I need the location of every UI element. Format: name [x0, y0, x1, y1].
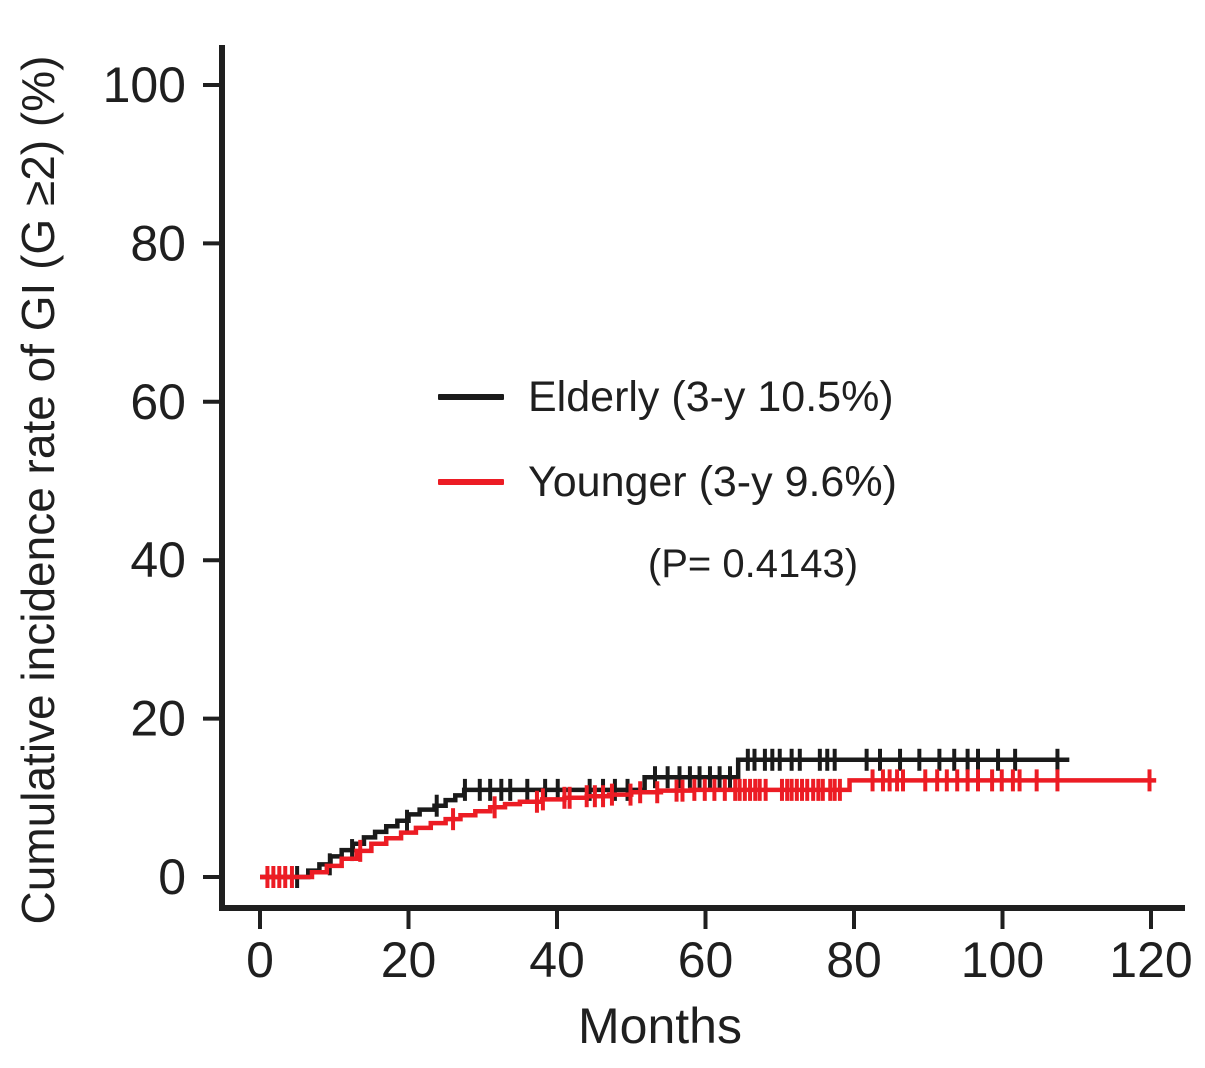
- p-value-annotation: (P= 0.4143): [647, 542, 859, 586]
- curve-younger: [260, 778, 1157, 880]
- x-tick-label: 40: [529, 932, 585, 988]
- legend-label-elderly: Elderly (3-y 10.5%): [528, 373, 894, 421]
- x-axis-title: Months: [578, 998, 742, 1054]
- y-tick-label: 60: [130, 374, 186, 430]
- younger-line-swatch: [438, 479, 504, 485]
- y-tick-label: 80: [130, 215, 186, 271]
- x-tick-label: 20: [381, 932, 437, 988]
- x-tick-label: 80: [826, 932, 882, 988]
- legend-item-elderly: Elderly (3-y 10.5%): [438, 372, 897, 422]
- y-tick-label: 40: [130, 532, 186, 588]
- legend-label-younger: Younger (3-y 9.6%): [528, 458, 897, 506]
- y-axis-title: Cumulative incidence rate of GI (G ≥2) (…: [12, 55, 64, 925]
- y-tick-label: 0: [158, 849, 186, 905]
- legend: Elderly (3-y 10.5%) Younger (3-y 9.6%): [438, 372, 897, 542]
- y-tick-label: 20: [130, 691, 186, 747]
- x-tick-label: 0: [246, 932, 274, 988]
- y-tick-label: 100: [103, 57, 186, 113]
- elderly-line-swatch: [438, 394, 504, 400]
- legend-item-younger: Younger (3-y 9.6%): [438, 457, 897, 507]
- x-tick-label: 60: [678, 932, 734, 988]
- x-tick-label: 120: [1109, 932, 1192, 988]
- x-tick-label: 100: [961, 932, 1044, 988]
